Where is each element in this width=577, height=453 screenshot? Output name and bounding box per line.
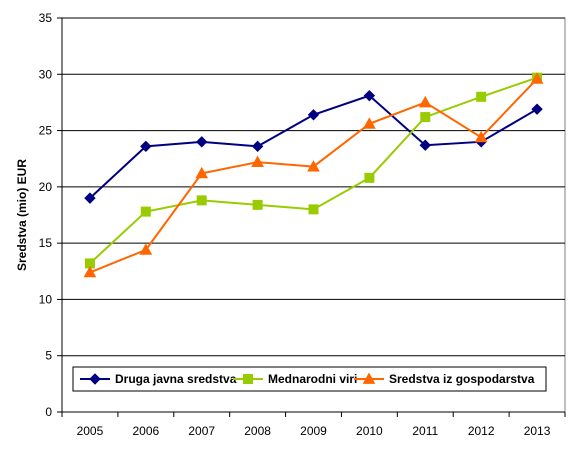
data-point (251, 140, 264, 153)
legend-marker (243, 374, 253, 384)
data-point (84, 192, 96, 204)
data-point (251, 155, 264, 167)
data-point (418, 95, 432, 108)
legend-marker (362, 372, 376, 384)
x-tick-label: 2006 (132, 424, 159, 438)
legend-label: Druga javna sredstva (115, 372, 237, 386)
data-point (419, 139, 431, 151)
data-point (196, 136, 208, 148)
data-point (252, 199, 263, 210)
y-tick-label: 10 (39, 292, 53, 306)
y-tick-label: 30 (39, 67, 53, 81)
data-point (308, 204, 319, 215)
y-tick-label: 0 (45, 405, 52, 419)
data-point (83, 265, 97, 278)
y-tick-label: 5 (45, 349, 52, 363)
x-tick-label: 2011 (412, 424, 438, 438)
x-tick-label: 2008 (244, 424, 271, 438)
data-point (196, 195, 207, 206)
data-point (307, 160, 320, 172)
data-point (140, 206, 151, 217)
y-axis-title: Sredstva (mio) EUR (15, 159, 29, 271)
data-point (307, 109, 320, 121)
series-layer (83, 72, 544, 278)
x-tick-label: 2013 (524, 424, 551, 438)
y-tick-label: 15 (39, 236, 53, 250)
data-point (364, 172, 375, 183)
data-point (531, 103, 543, 115)
y-tick-label: 35 (39, 11, 53, 25)
legend-box (72, 366, 547, 392)
axis-layer: 0 5 10 15 20 25 30 35 2005 2006 2007 2008 2009 2010 20… (39, 11, 566, 438)
data-point (195, 166, 209, 179)
x-tick-label: 2012 (468, 424, 495, 438)
data-point (363, 117, 376, 129)
legend-marker (89, 373, 101, 385)
legend-label: Mednarodni viri (268, 372, 357, 386)
legend-label: Sredstva iz gospodarstva (389, 372, 535, 386)
data-point (139, 243, 153, 255)
x-tick-label: 2009 (300, 424, 327, 438)
y-tick-label: 20 (39, 180, 53, 194)
data-point (140, 140, 152, 153)
data-point (476, 91, 487, 102)
x-tick-label: 2007 (188, 424, 215, 438)
data-point (363, 89, 376, 102)
series-group (83, 72, 544, 278)
legend: Druga javna sredstva Mednarodni viri Sreds… (72, 366, 547, 392)
x-tick-label: 2005 (77, 424, 104, 438)
x-tick-label: 2010 (356, 424, 383, 438)
data-point (530, 72, 544, 84)
data-point (420, 112, 431, 123)
data-point (474, 130, 488, 143)
plot-area (61, 17, 566, 413)
y-tick-label: 25 (39, 124, 53, 138)
grid-layer (61, 17, 566, 413)
